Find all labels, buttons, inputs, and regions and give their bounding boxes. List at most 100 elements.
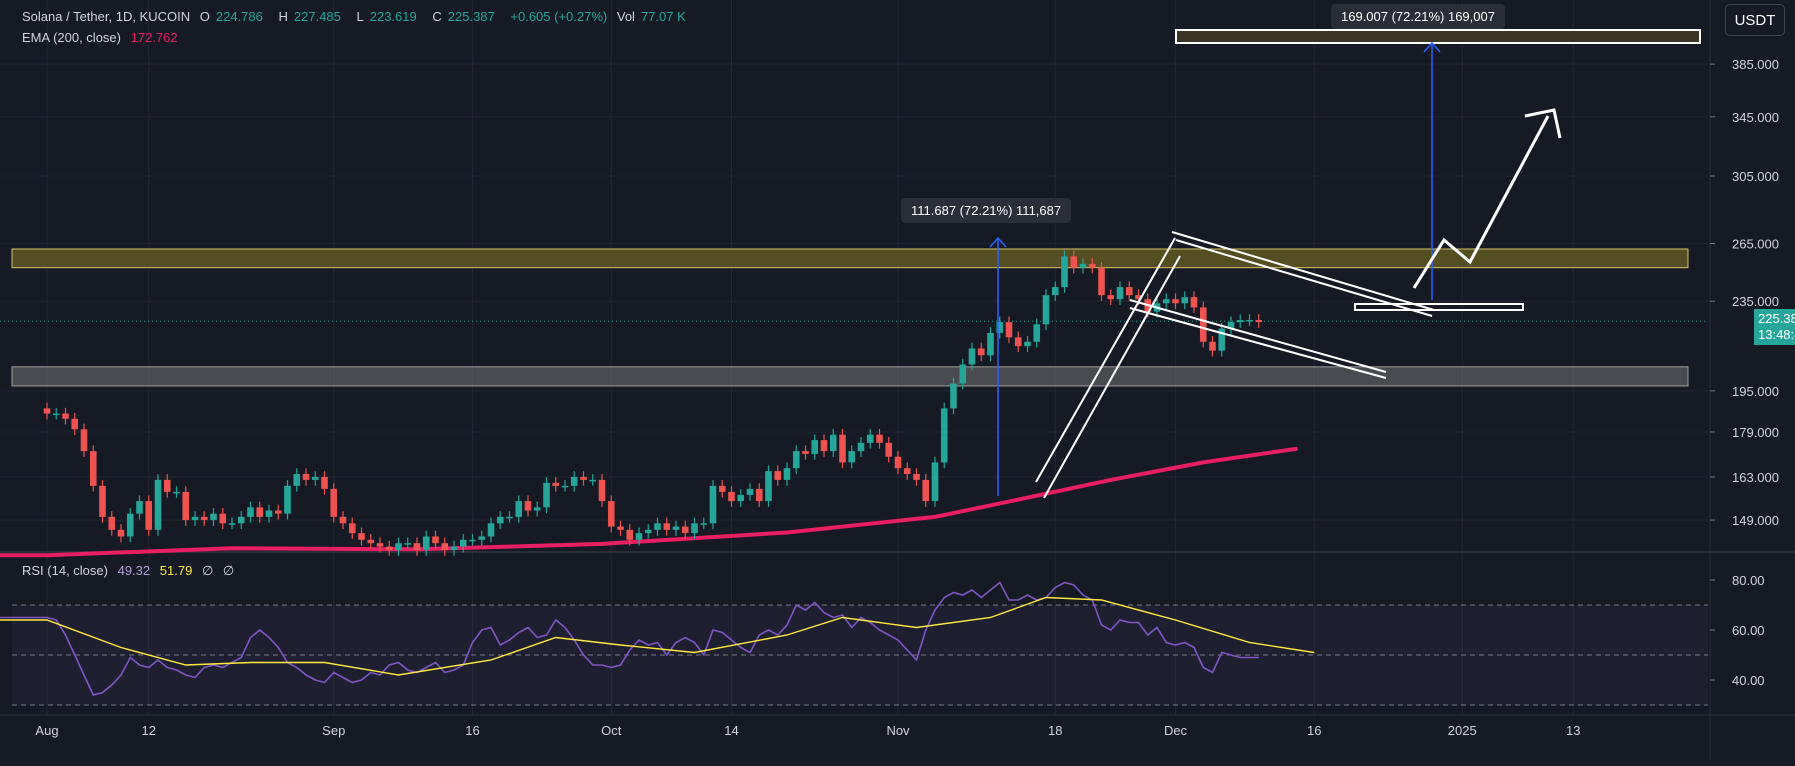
candle-body xyxy=(136,501,143,514)
candle-body xyxy=(441,543,449,550)
price-tick-label: 195.000 xyxy=(1732,384,1779,399)
candle-body xyxy=(672,526,680,530)
candle-body xyxy=(894,456,902,469)
candle-body xyxy=(959,364,967,384)
candle-body xyxy=(570,476,578,486)
candle-body xyxy=(385,546,393,550)
candle-body xyxy=(43,408,51,414)
candle-body xyxy=(783,468,791,480)
candle-body xyxy=(580,476,587,480)
candle-body xyxy=(533,507,541,511)
candle-body xyxy=(256,507,264,517)
candle-body xyxy=(718,485,726,492)
candle-body xyxy=(145,501,153,530)
candle-body xyxy=(348,523,356,534)
resistance-zone xyxy=(11,248,1689,269)
candle-body xyxy=(931,462,939,502)
candle-body xyxy=(876,434,883,443)
candle-body xyxy=(996,322,1004,333)
candle-body xyxy=(62,413,69,419)
candle-body xyxy=(857,442,865,452)
candle-body xyxy=(644,529,652,534)
rsi-line xyxy=(0,581,1259,696)
time-tick-label: 14 xyxy=(724,723,738,738)
ema-200-line xyxy=(0,446,1298,558)
candle-body xyxy=(302,474,310,480)
candle-body xyxy=(681,526,689,534)
candle-body xyxy=(163,479,171,492)
low-value: 223.619 xyxy=(369,9,417,24)
candle-body xyxy=(496,516,504,524)
support-zone xyxy=(11,366,1689,387)
high-label: H xyxy=(278,9,288,24)
rsi-tick-label: 60.00 xyxy=(1732,623,1765,638)
candle-body xyxy=(80,429,88,452)
candle-body xyxy=(1172,299,1179,304)
candle-body xyxy=(589,479,597,482)
candle-body xyxy=(154,479,162,530)
candle-body xyxy=(1116,287,1124,300)
candle-body xyxy=(654,523,661,530)
candle-body xyxy=(182,491,190,521)
candle-body xyxy=(265,510,273,517)
candle-body xyxy=(1079,263,1087,268)
candle-body xyxy=(1246,319,1253,322)
candle-body xyxy=(802,451,809,454)
candle-body xyxy=(607,501,615,527)
candle-body xyxy=(774,471,782,480)
candle-body xyxy=(1024,341,1031,347)
candle-body xyxy=(339,516,347,524)
price-tick-label: 179.000 xyxy=(1732,425,1779,440)
candle-body xyxy=(885,442,893,457)
candle-body xyxy=(1218,328,1226,351)
target-zone-box xyxy=(1175,29,1701,44)
candle-body xyxy=(1236,319,1244,323)
candle-body xyxy=(367,539,375,544)
candle-body xyxy=(1255,319,1263,323)
ema-value: 172.762 xyxy=(130,30,178,45)
candle-body xyxy=(219,513,227,524)
candle-body xyxy=(358,533,365,540)
candle-body xyxy=(413,543,421,550)
candle-body xyxy=(977,348,985,356)
candle-body xyxy=(1227,322,1235,329)
projected-path xyxy=(1412,115,1550,289)
candle-body xyxy=(1005,322,1013,338)
rsi-label[interactable]: RSI (14, close) xyxy=(22,563,108,578)
candle-body xyxy=(1088,263,1096,268)
candle-body xyxy=(422,536,430,550)
currency-button[interactable]: USDT xyxy=(1725,4,1785,36)
candle-body xyxy=(561,485,569,488)
candle-body xyxy=(89,451,97,486)
candle-body xyxy=(1014,337,1022,347)
measure-label-second: 169.007 (72.21%) 169,007 xyxy=(1331,4,1505,29)
time-tick-label: 12 xyxy=(142,723,156,738)
time-tick-label: Oct xyxy=(601,723,622,738)
close-value: 225.387 xyxy=(447,9,495,24)
candle-body xyxy=(737,494,745,502)
candle-body xyxy=(1135,295,1142,300)
volume-label: Vol xyxy=(616,9,635,24)
candle-body xyxy=(543,482,550,508)
ema-label[interactable]: EMA (200, close) xyxy=(22,30,121,45)
candle-body xyxy=(839,434,846,463)
candle-body xyxy=(829,434,837,452)
low-label: L xyxy=(356,9,364,24)
candle-body xyxy=(478,536,486,540)
volume-value: 77.07 K xyxy=(640,9,686,24)
price-tick-label: 149.000 xyxy=(1732,513,1779,528)
price-tick-label: 385.000 xyxy=(1732,57,1779,72)
price-tick-label: 345.000 xyxy=(1732,110,1779,125)
breakout-box xyxy=(1354,303,1524,311)
candle-body xyxy=(903,468,911,475)
high-value: 227.485 xyxy=(293,9,341,24)
candle-body xyxy=(1098,267,1105,296)
current-price-value: 225.387 xyxy=(1758,311,1795,326)
candle-body xyxy=(524,501,532,511)
symbol-title[interactable]: Solana / Tether, 1D, KUCOIN xyxy=(22,9,191,24)
candle-body xyxy=(506,516,513,519)
close-label: C xyxy=(432,9,442,24)
candle-body xyxy=(848,451,856,463)
